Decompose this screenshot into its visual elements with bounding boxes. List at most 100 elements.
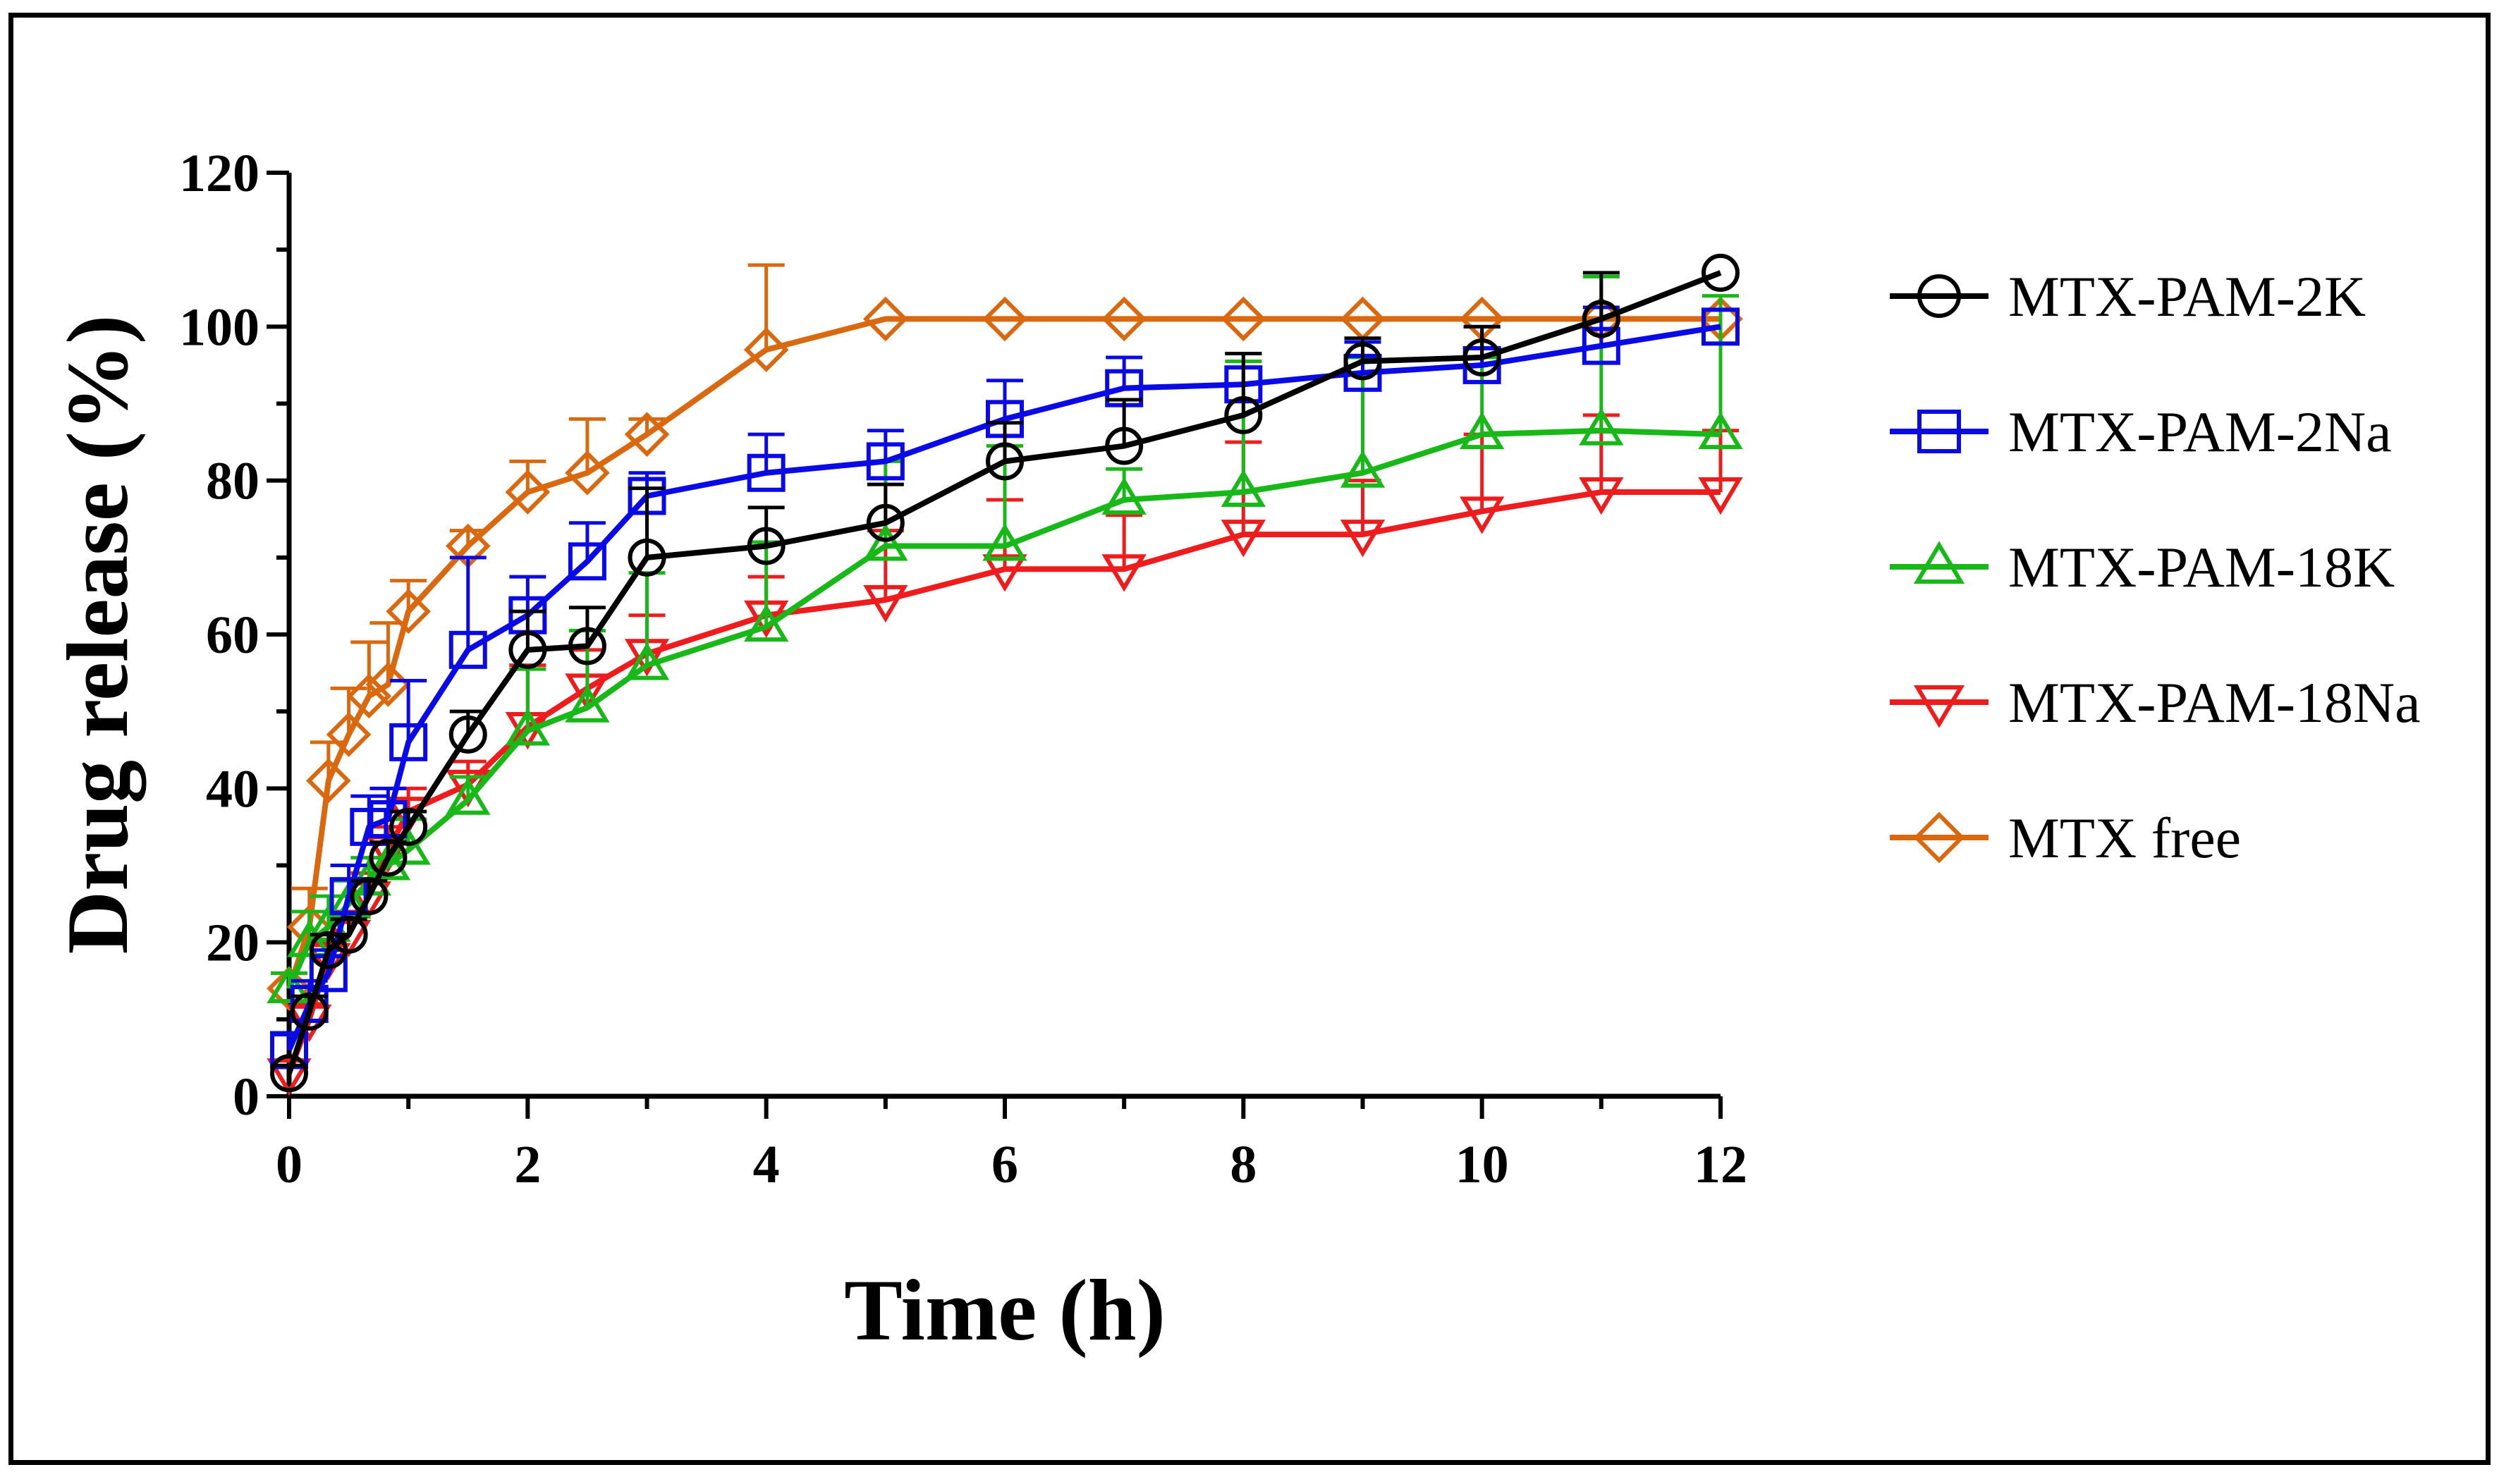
data-point [389,723,428,761]
data-point [270,1054,308,1093]
data-point [863,523,908,561]
data-point [982,523,1027,561]
data-point [568,627,606,666]
series-mtx-pam-2k [270,253,1740,1093]
legend-item-mtx-pam-18na: MTX-PAM-18Na [1890,670,2421,735]
legend-label: MTX-PAM-18K [2008,535,2395,599]
x-tick-label: 0 [276,1135,303,1194]
data-point [1101,477,1147,515]
data-point [1459,411,1505,450]
data-point [305,758,351,804]
data-point [565,685,610,723]
legend-label: MTX-PAM-18Na [2008,670,2421,735]
data-point [365,662,411,707]
data-point [329,877,368,916]
data-point [346,673,392,719]
x-tick-label: 4 [753,1135,780,1194]
y-tick-label: 40 [206,759,259,818]
data-point [862,296,908,342]
data-point [624,412,670,458]
x-tick-label: 8 [1230,1135,1257,1194]
data-point [982,554,1027,592]
x-axis-title: Time (h) [844,1262,1166,1359]
data-point [1579,407,1624,446]
y-tick-label: 120 [179,144,259,203]
data-point [743,603,789,642]
data-point [369,800,408,838]
data-point [1105,427,1144,465]
data-point [1224,395,1263,434]
legend-item-mtx-free: MTX free [1890,806,2241,870]
x-tick-label: 10 [1455,1135,1509,1194]
figure-frame [8,13,2491,1465]
data-point [508,630,547,669]
data-point [1221,469,1266,508]
data-point [1582,300,1620,338]
data-point [386,589,432,634]
legend-item-mtx-pam-18k: MTX-PAM-18K [1890,535,2395,599]
legend-marker [1913,541,1965,584]
data-point [1702,307,1740,346]
x-tick-label: 2 [514,1135,541,1194]
data-point [290,992,329,1031]
series-mtx-pam-2na [270,305,1740,1069]
data-point [986,442,1024,481]
legend-marker [1913,811,1965,864]
data-point [1462,338,1501,376]
data-point [369,838,408,877]
y-tick-label: 0 [233,1067,259,1127]
series-line [286,270,1722,1074]
legend-label: MTX-PAM-2K [2008,264,2366,329]
data-point [350,807,389,846]
data-point [747,527,786,565]
data-point [743,327,789,372]
data-point [866,503,905,542]
data-point [982,296,1027,342]
data-point [505,470,551,515]
x-tick-label: 6 [991,1135,1018,1194]
data-point [446,777,491,815]
data-point [1698,477,1743,515]
legend-marker [1917,410,1961,453]
data-point [1101,296,1147,342]
series-mtx-free [267,263,1743,1012]
series-line [286,324,1721,1052]
data-point [624,642,670,680]
y-tick-label: 100 [179,298,259,357]
data-point [1340,520,1386,558]
y-ticks: 0 20 40 60 80 100 120 [179,144,289,1127]
data-point [568,542,606,581]
data-point [326,712,372,757]
data-point [1702,253,1740,292]
data-point [863,584,908,623]
data-point [1221,296,1266,342]
data-point [628,538,666,577]
data-point [747,453,786,492]
legend: MTX-PAM-2K MTX-PAM-2Na MTX-PAM-18K MTX-PAM-… [1890,264,2421,870]
data-point [448,630,487,669]
y-tick-label: 20 [206,914,259,973]
data-point [329,915,368,954]
x-ticks: 0 2 4 6 8 10 12 [276,1096,1747,1194]
legend-item-mtx-pam-2k: MTX-PAM-2K [1890,264,2366,329]
legend-item-mtx-pam-2na: MTX-PAM-2Na [1890,400,2392,464]
legend-label: MTX free [2008,806,2241,870]
x-tick-label: 12 [1694,1135,1747,1194]
data-point [505,708,551,746]
series-layer [267,253,1743,1096]
data-point [1698,411,1743,450]
y-tick-label: 60 [206,606,259,665]
legend-marker [1917,274,1961,318]
data-point [1582,326,1620,365]
legend-label: MTX-PAM-2Na [2008,400,2392,464]
data-point [1340,450,1386,488]
data-point [565,450,610,496]
data-point [1343,342,1382,381]
axes: 0 20 40 60 80 100 120 0 2 4 6 8 10 12 [179,144,1747,1194]
y-axis-title: Drug release (%) [49,315,147,955]
data-point [866,442,905,481]
data-point [1459,496,1505,534]
series-line [286,489,1721,1074]
data-point [448,715,487,754]
